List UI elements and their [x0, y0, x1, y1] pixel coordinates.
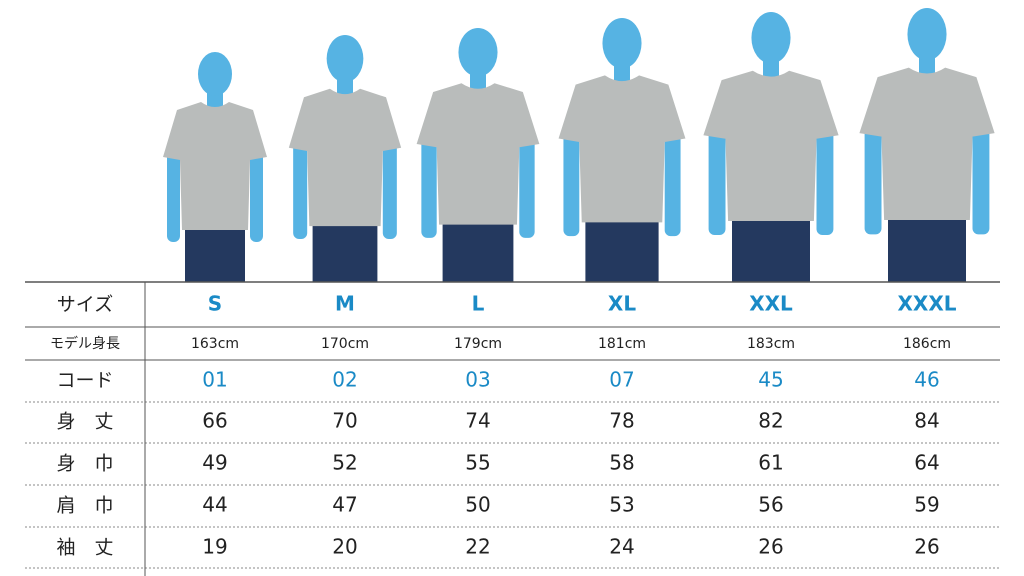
cell: 179cm — [454, 336, 502, 352]
cell: 70 — [332, 409, 357, 433]
head — [602, 18, 642, 69]
arm — [167, 147, 180, 242]
cell: 01 — [202, 368, 227, 392]
shirt — [703, 70, 839, 221]
cell: 58 — [609, 451, 634, 475]
arm — [519, 132, 535, 238]
size-header: XXXL — [897, 292, 956, 316]
model — [288, 35, 402, 282]
arm — [382, 137, 397, 240]
row-label: 身 丈 — [56, 411, 113, 433]
shirt — [859, 67, 995, 221]
arm — [563, 127, 580, 237]
row-label: コード — [56, 370, 113, 392]
cell: 46 — [914, 368, 939, 392]
model — [703, 12, 839, 282]
cell: 26 — [758, 535, 783, 559]
cell: 82 — [758, 409, 783, 433]
cell: 183cm — [747, 336, 795, 352]
cell: 163cm — [191, 336, 239, 352]
cell: 61 — [758, 451, 783, 475]
cell: 78 — [609, 409, 634, 433]
cell: 74 — [465, 409, 490, 433]
table-lines — [25, 281, 1000, 576]
cell: 20 — [332, 535, 357, 559]
size-header: XL — [608, 292, 636, 316]
cells: S M L XL XXL XXXL モデル身長 163cm 170cm 179cm 181cm 183… — [50, 292, 957, 559]
cell: 07 — [609, 368, 634, 392]
cell: 24 — [609, 535, 634, 559]
cell: 56 — [758, 493, 783, 517]
shirt — [416, 83, 540, 225]
cell: 66 — [202, 409, 227, 433]
cell: 52 — [332, 451, 357, 475]
jeans — [888, 210, 966, 282]
cell: 181cm — [598, 336, 646, 352]
size-header: XXL — [749, 292, 793, 316]
cell: 44 — [202, 493, 227, 517]
head — [198, 52, 232, 96]
cell: 186cm — [903, 336, 951, 352]
arm — [708, 123, 726, 236]
cell: 55 — [465, 451, 490, 475]
cell: 03 — [465, 368, 490, 392]
head — [907, 7, 947, 61]
size-header: S — [208, 292, 222, 316]
model-figures — [163, 7, 995, 282]
row-label: 肩 巾 — [56, 495, 113, 517]
cell: 59 — [914, 493, 939, 517]
size-header: L — [472, 292, 485, 316]
cell: 02 — [332, 368, 357, 392]
shirt — [163, 102, 267, 230]
shirt — [288, 88, 402, 227]
jeans — [185, 222, 245, 282]
shirt — [558, 75, 686, 223]
row-label: 身 巾 — [56, 453, 113, 475]
jeans — [732, 211, 810, 282]
arm — [972, 121, 990, 235]
cell: 26 — [914, 535, 939, 559]
model — [416, 27, 540, 282]
arm — [664, 127, 681, 237]
cell: 50 — [465, 493, 490, 517]
row-label: モデル身長 — [50, 335, 120, 352]
cell: 84 — [914, 409, 939, 433]
arm — [816, 123, 834, 236]
model — [859, 7, 995, 282]
jeans — [585, 213, 659, 282]
arm — [250, 147, 263, 242]
cell: 22 — [465, 535, 490, 559]
cell: 19 — [202, 535, 227, 559]
row-label: 袖 丈 — [56, 537, 113, 559]
head — [751, 12, 791, 64]
arm — [864, 121, 882, 235]
model — [558, 18, 686, 282]
model — [163, 52, 267, 282]
cell: 53 — [609, 493, 634, 517]
arm — [293, 137, 308, 240]
cell: 45 — [758, 368, 783, 392]
cell: 49 — [202, 451, 227, 475]
size-header: M — [335, 292, 355, 316]
cell: 170cm — [321, 336, 369, 352]
head — [326, 35, 364, 83]
jeans — [442, 215, 514, 282]
jeans — [312, 217, 378, 282]
arm — [421, 132, 437, 238]
head — [458, 27, 498, 77]
cell: 64 — [914, 451, 939, 475]
cell: 47 — [332, 493, 357, 517]
header-label: サイズ — [57, 294, 113, 316]
